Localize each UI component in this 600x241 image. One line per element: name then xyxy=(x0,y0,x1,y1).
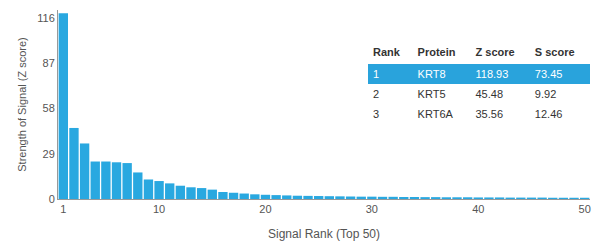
svg-text:Signal Rank (Top 50): Signal Rank (Top 50) xyxy=(268,227,380,241)
html-text:Z score: Z score xyxy=(475,46,515,58)
html-text:12.46: 12.46 xyxy=(534,108,563,120)
svg-text:30: 30 xyxy=(366,203,378,215)
html-text:3: 3 xyxy=(373,108,380,120)
html-text:KRT5: KRT5 xyxy=(417,88,446,100)
html-text:1: 1 xyxy=(373,68,380,80)
svg-text:1: 1 xyxy=(60,203,66,215)
html-text:2: 2 xyxy=(373,88,380,100)
svg-text:20: 20 xyxy=(259,203,271,215)
html-text:73.45: 73.45 xyxy=(534,68,563,80)
svg-text:10: 10 xyxy=(153,203,165,215)
html-text:Rank: Rank xyxy=(373,46,400,58)
html-text:118.93: 118.93 xyxy=(475,68,509,80)
svg-text:116: 116 xyxy=(37,12,55,24)
svg-text:58: 58 xyxy=(43,102,55,114)
svg-text:50: 50 xyxy=(579,203,591,215)
html-text:KRT8: KRT8 xyxy=(417,68,446,80)
svg-text:87: 87 xyxy=(43,57,55,69)
html-text:45.48: 45.48 xyxy=(475,88,503,100)
html-text:S score: S score xyxy=(534,46,575,58)
svg-text:0: 0 xyxy=(49,193,55,205)
svg-text:Strength of Signal (Z score): Strength of Signal (Z score) xyxy=(16,37,28,172)
svg-text:40: 40 xyxy=(472,203,484,215)
html-text:9.92: 9.92 xyxy=(534,88,557,100)
svg-text:29: 29 xyxy=(43,148,55,160)
html-text:Protein: Protein xyxy=(417,46,456,58)
html-text:KRT6A: KRT6A xyxy=(417,108,453,120)
html-text:35.56: 35.56 xyxy=(475,108,503,120)
